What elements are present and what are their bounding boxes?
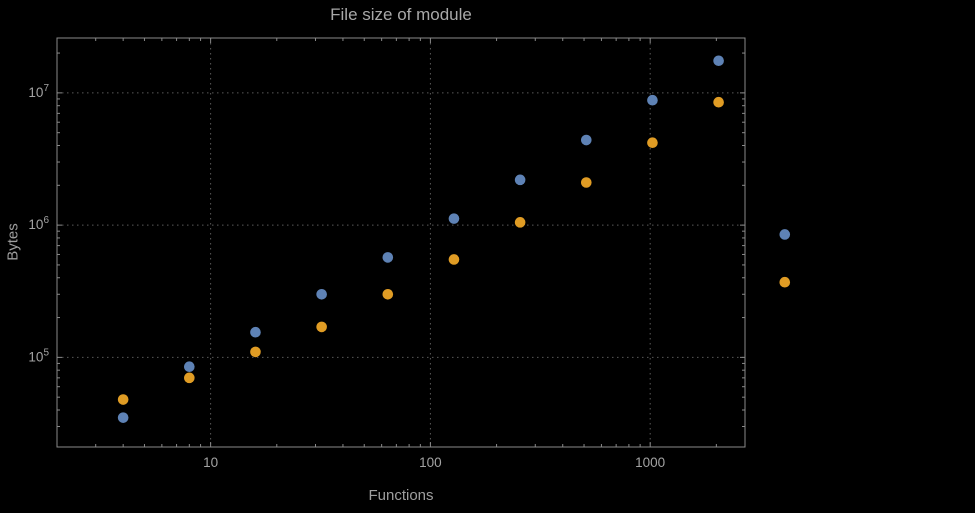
data-point-series-orange [779,276,791,288]
data-point-series-blue [117,412,129,423]
y-axis-label: Bytes [4,223,22,261]
data-point-series-blue [713,55,724,67]
x-tick-label: 1000 [635,455,665,470]
data-point-series-blue [382,252,394,263]
y-tick-label: 106 [28,215,49,232]
data-point-series-blue [184,361,195,373]
x-tick-label: 10 [203,455,218,470]
x-axis-label: Functions [368,487,434,504]
chart-title: File size of module [330,5,472,24]
data-point-series-orange [713,96,724,108]
plot-frame [56,37,746,448]
data-point-series-orange [382,288,394,300]
data-point-series-blue [514,174,526,186]
data-point-series-orange [448,254,460,265]
x-tick-label: 100 [419,455,442,470]
data-point-series-blue [250,326,261,338]
data-point-series-orange [117,394,129,405]
data-point-series-orange [580,177,592,188]
data-point-series-blue [448,213,460,224]
data-point-series-orange [184,372,195,384]
data-point-series-blue [316,288,327,300]
data-point-series-orange [250,346,261,358]
data-point-series-blue [647,94,658,106]
y-tick-label: 105 [28,347,49,364]
data-point-series-orange [316,321,327,333]
data-point-series-blue [779,229,791,240]
y-tick-label: 107 [28,83,49,100]
data-point-series-blue [580,134,592,146]
data-point-series-orange [514,217,526,228]
data-point-series-orange [647,137,658,149]
